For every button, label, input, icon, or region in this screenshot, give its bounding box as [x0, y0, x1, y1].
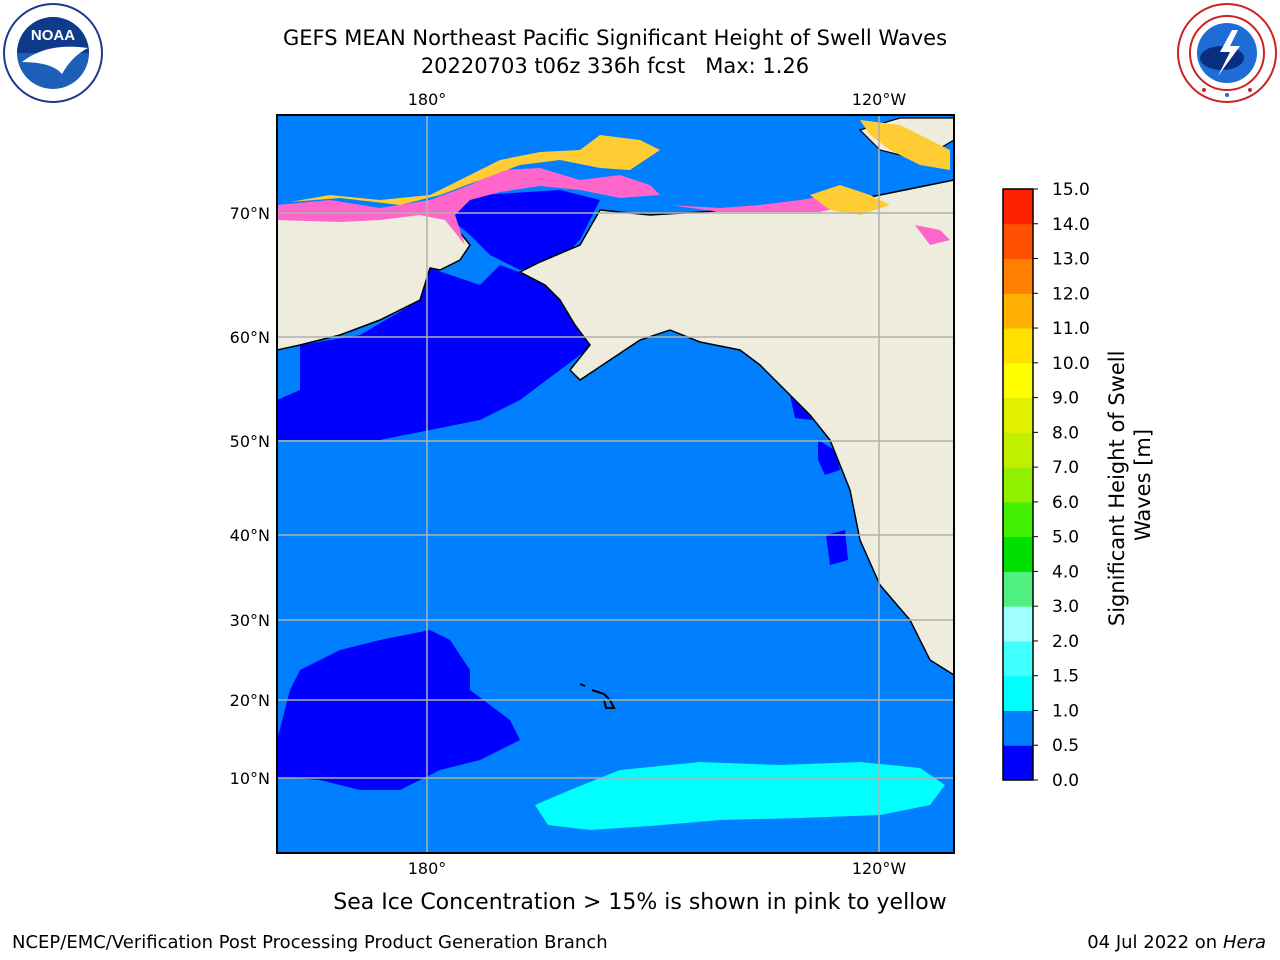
colorbar-tick-label: 15.0 [1052, 180, 1090, 200]
colorbar-swatch [1003, 397, 1033, 433]
colorbar-tick-label: 1.0 [1052, 701, 1079, 721]
colorbar-tick-label: 8.0 [1052, 423, 1079, 443]
colorbar-swatch [1003, 675, 1033, 711]
colorbar-label: Significant Height of Swell Waves [m] [1105, 344, 1155, 626]
low-swell-subtropical [277, 630, 520, 790]
colorbar-swatch [1003, 710, 1033, 746]
sea-ice-pink [277, 168, 660, 245]
sea-ice-arctic [860, 120, 950, 170]
colorbar: 0.0 0.5 1.0 1.5 2.0 3.0 4.0 5.0 6.0 7.0 8.0 9.0 10.0… [1002, 180, 1090, 791]
colorbar-tick-label: 4.0 [1052, 562, 1079, 582]
sea-ice-beaufort-yellow [810, 185, 890, 215]
colorbar-swatch [1003, 536, 1033, 572]
lat-label-30n: 30°N [230, 611, 270, 630]
lon-label-top-180: 180° [408, 90, 447, 109]
colorbar-swatch [1003, 328, 1033, 364]
lat-label-60n: 60°N [230, 328, 270, 347]
colorbar-tick-label: 9.0 [1052, 389, 1079, 409]
colorbar-swatch [1003, 571, 1033, 607]
colorbar-tick-label: 14.0 [1052, 215, 1090, 235]
colorbar-tick-label: 5.0 [1052, 528, 1079, 548]
sea-ice-yellow [290, 135, 660, 205]
colorbar-tick-label: 0.0 [1052, 771, 1079, 791]
colorbar-tick-label: 6.0 [1052, 493, 1079, 513]
map-area: 180° 120°W 180° 120°W 70°N 60°N 50°N 40°… [230, 90, 1155, 878]
chart-subtitle: 20220703 t06z 336h fcst Max: 1.26 [420, 54, 810, 78]
land-north-america [518, 179, 954, 676]
lat-label-70n: 70°N [230, 204, 270, 223]
chart-title: GEFS MEAN Northeast Pacific Significant … [282, 26, 948, 50]
colorbar-tick-label: 1.5 [1052, 667, 1079, 687]
colorbar-label-line1: Significant Height of Swell [1105, 351, 1129, 627]
colorbar-swatch [1003, 362, 1033, 399]
map-frame [276, 114, 955, 854]
colorbar-tick-label: 11.0 [1052, 319, 1090, 339]
lat-label-40n: 40°N [230, 526, 270, 545]
colorbar-tick-label: 10.0 [1052, 354, 1090, 374]
colorbar-tick-label: 0.5 [1052, 736, 1079, 756]
colorbar-swatch [1003, 467, 1033, 503]
noaa-logo: NOAA [3, 3, 103, 103]
footer-date: 04 Jul 2022 on Hera [1087, 932, 1266, 953]
colorbar-tick-label: 7.0 [1052, 458, 1079, 478]
low-swell-coast3 [826, 530, 848, 565]
footer-credit: NCEP/EMC/Verification Post Processing Pr… [12, 932, 608, 953]
colorbar-tick-label: 2.0 [1052, 632, 1079, 652]
sea-ice-beaufort [670, 195, 850, 212]
lat-label-10n: 10°N [230, 769, 270, 788]
colorbar-swatch [1003, 432, 1033, 468]
sea-ice-east [915, 225, 950, 245]
lat-label-20n: 20°N [230, 691, 270, 710]
lon-label-bottom-120w: 120°W [852, 859, 907, 878]
footer-date-text: 04 Jul 2022 on [1087, 932, 1223, 953]
sea-ice-caption: Sea Ice Concentration > 15% is shown in … [333, 890, 947, 915]
colorbar-tick-label: 12.0 [1052, 284, 1090, 304]
colorbar-tick-label: 13.0 [1052, 250, 1090, 270]
colorbar-swatch [1003, 745, 1033, 781]
colorbar-swatch [1003, 640, 1033, 677]
lon-label-bottom-180: 180° [408, 859, 447, 878]
lon-label-top-120w: 120°W [852, 90, 907, 109]
colorbar-swatch [1003, 223, 1033, 260]
colorbar-label-line2: Waves [m] [1131, 429, 1155, 541]
nws-logo [1177, 3, 1277, 103]
lat-label-50n: 50°N [230, 432, 270, 451]
colorbar-swatch [1003, 189, 1033, 225]
higher-swell-band [535, 762, 945, 830]
colorbar-tick-label: 3.0 [1052, 597, 1079, 617]
noaa-logo-text: NOAA [31, 27, 75, 44]
low-swell-chukchi [440, 190, 600, 270]
low-swell-coast2 [818, 440, 840, 475]
colorbar-swatch [1003, 293, 1033, 329]
colorbar-swatch [1003, 501, 1033, 538]
colorbar-frame [1002, 188, 1034, 781]
graticule [277, 115, 954, 853]
low-swell-bering [277, 265, 600, 440]
footer-host: Hera [1222, 932, 1266, 953]
colorbar-swatch [1003, 258, 1033, 294]
colorbar-swatch [1003, 606, 1033, 642]
